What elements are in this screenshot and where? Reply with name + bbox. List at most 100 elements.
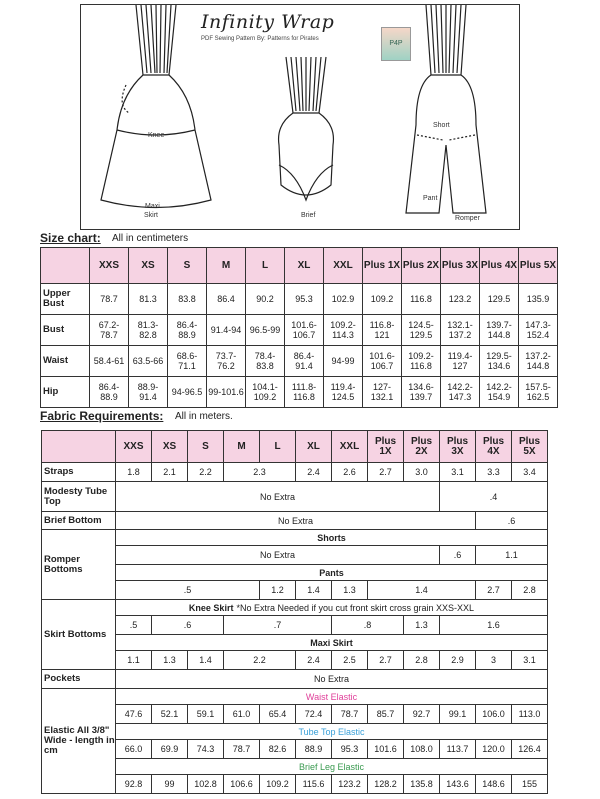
measurement-cell: 147.3-152.4 — [518, 314, 558, 346]
maxi-label: Maxi — [145, 203, 160, 210]
measurement-cell: 94-99 — [323, 345, 363, 377]
requirement-cell: 2.1 — [151, 462, 188, 482]
requirement-cell: 74.3 — [187, 739, 224, 759]
row-label: Waist — [40, 345, 90, 377]
size-chart-title: Size chart: — [40, 231, 101, 245]
requirement-cell: 99.1 — [439, 704, 476, 724]
size-header: XS — [128, 247, 168, 284]
row-label: Brief Bottom — [41, 511, 116, 530]
subsection-title: Pants — [319, 567, 344, 578]
measurement-cell: 139.7-144.8 — [479, 314, 519, 346]
fabric-requirements-table: XXS XS S M L XL XXL Plus 1X Plus 2X Plus 3X Plus 4… — [41, 430, 548, 794]
measurement-cell: 109.2-114.3 — [323, 314, 363, 346]
measurement-cell: 101.6-106.7 — [362, 345, 402, 377]
size-header: XL — [284, 247, 324, 284]
size-header: XXL — [323, 247, 363, 284]
requirement-cell: 113.7 — [439, 739, 476, 759]
requirement-cell: .6 — [151, 615, 224, 635]
subsection-header: Shorts — [115, 529, 548, 546]
requirement-cell: 102.8 — [187, 774, 224, 794]
requirement-cell: 148.6 — [475, 774, 512, 794]
requirement-cell: 143.6 — [439, 774, 476, 794]
requirement-cell: 2.4 — [295, 650, 332, 670]
measurement-cell: 68.6-71.1 — [167, 345, 207, 377]
table-row: 47.6 52.1 59.1 61.0 65.4 72.4 78.7 85.7 92.7 99.1… — [42, 704, 548, 724]
corner-cell — [41, 430, 116, 463]
requirement-cell: 1.3 — [151, 650, 188, 670]
requirement-cell: 3.1 — [439, 462, 476, 482]
corner-cell — [40, 247, 90, 284]
row-label: Modesty Tube Top — [41, 481, 116, 512]
measurement-cell: 119.4-127 — [440, 345, 480, 377]
requirement-cell: 69.9 — [151, 739, 188, 759]
size-header: XXS — [115, 430, 152, 463]
measurement-cell: 116.8 — [401, 283, 441, 315]
table-row: Modesty Tube Top No Extra .4 — [41, 481, 548, 512]
measurement-cell: 99-101.6 — [206, 376, 246, 408]
requirement-cell: 3.1 — [511, 650, 548, 670]
size-header: Plus 3X — [440, 247, 480, 284]
measurement-cell: 88.9-91.4 — [128, 376, 168, 408]
row-label: Bust — [40, 314, 90, 346]
requirement-cell: 2.8 — [403, 650, 440, 670]
size-header: M — [223, 430, 260, 463]
requirement-cell: 95.3 — [331, 739, 368, 759]
row-label: Romper Bottoms — [41, 529, 116, 600]
size-header: XS — [151, 430, 188, 463]
subsection-title: Maxi Skirt — [310, 637, 353, 648]
measurement-cell: 134.6-139.7 — [401, 376, 441, 408]
requirement-cell: 2.7 — [475, 580, 512, 600]
subsection-header: Brief Leg Elastic — [115, 758, 548, 775]
subsection-title: Brief Leg Elastic — [298, 761, 365, 772]
measurement-cell: 142.2-147.3 — [440, 376, 480, 408]
subsection-header: Tube Top Elastic — [115, 723, 548, 740]
brief-sketch — [277, 56, 335, 202]
requirement-cell: 135.8 — [403, 774, 440, 794]
requirement-cell: .7 — [223, 615, 332, 635]
subsection-title: Shorts — [317, 532, 346, 543]
requirement-cell: 155 — [511, 774, 548, 794]
requirement-cell: 92.8 — [115, 774, 152, 794]
requirement-cell: .6 — [439, 545, 476, 565]
size-header: Plus 2X — [401, 247, 441, 284]
table-row: 92.8 99 102.8 106.6 109.2 115.6 123.2 128.2 135.… — [42, 774, 548, 794]
requirement-cell: 128.2 — [367, 774, 404, 794]
requirement-cell: 3 — [475, 650, 512, 670]
size-header: S — [167, 247, 207, 284]
size-header: Plus 5X — [518, 247, 558, 284]
measurement-cell: 129.5-134.6 — [479, 345, 519, 377]
table-row: Waist 58.4-61 63.5-66 68.6-71.1 73.7-76.2 78.… — [40, 345, 558, 377]
requirement-cell: No Extra — [115, 669, 548, 689]
measurement-cell: 116.8-121 — [362, 314, 402, 346]
measurement-cell: 123.2 — [440, 283, 480, 315]
requirement-cell: 82.6 — [259, 739, 296, 759]
requirement-cell: 88.9 — [295, 739, 332, 759]
measurement-cell: 91.4-94 — [206, 314, 246, 346]
pant-label: Pant — [423, 195, 438, 202]
measurement-cell: 63.5-66 — [128, 345, 168, 377]
measurement-cell: 127-132.1 — [362, 376, 402, 408]
table-row: .5.6.7.8 1.3 1.6 — [42, 615, 548, 635]
size-header: L — [245, 247, 285, 284]
measurement-cell: 86.4 — [206, 283, 246, 315]
size-header: Plus 5X — [511, 430, 548, 463]
row-label: Pockets — [41, 669, 116, 689]
subsection-title: Tube Top Elastic — [298, 726, 365, 737]
pattern-subtitle: PDF Sewing Pattern By: Patterns for Pira… — [201, 36, 319, 42]
measurement-cell: 83.8 — [167, 283, 207, 315]
requirement-cell: 106.6 — [223, 774, 260, 794]
requirement-cell: 1.4 — [187, 650, 224, 670]
row-label: Elastic All 3/8" Wide - length in cm — [41, 688, 116, 794]
requirement-cell: 101.6 — [367, 739, 404, 759]
brand-logo: P4P — [381, 27, 411, 61]
table-row: .5 1.2 1.4 1.3 1.4 2.7 2.8 — [42, 580, 548, 600]
requirement-cell: 78.7 — [331, 704, 368, 724]
measurement-cell: 109.2-116.8 — [401, 345, 441, 377]
requirement-cell: 1.4 — [295, 580, 332, 600]
subsection-title: Knee Skirt — [188, 602, 234, 613]
measurement-cell: 86.4-88.9 — [167, 314, 207, 346]
requirement-cell: 3.4 — [511, 462, 548, 482]
requirement-cell: 78.7 — [223, 739, 260, 759]
requirement-cell: 109.2 — [259, 774, 296, 794]
requirement-cell: 126.4 — [511, 739, 548, 759]
